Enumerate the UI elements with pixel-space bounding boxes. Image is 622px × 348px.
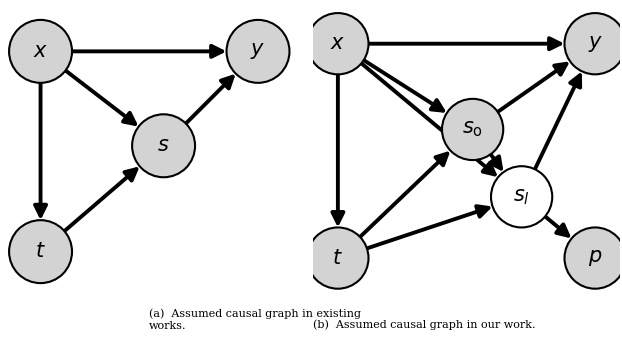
Circle shape bbox=[9, 220, 72, 283]
Text: $t$: $t$ bbox=[35, 242, 46, 261]
Circle shape bbox=[442, 99, 503, 160]
Text: $y$: $y$ bbox=[588, 34, 603, 54]
Circle shape bbox=[132, 114, 195, 177]
Circle shape bbox=[491, 166, 552, 228]
Circle shape bbox=[226, 20, 289, 83]
Circle shape bbox=[565, 228, 622, 289]
Text: $x$: $x$ bbox=[33, 42, 48, 61]
Text: $s$: $s$ bbox=[157, 136, 170, 155]
Circle shape bbox=[307, 13, 368, 74]
Text: $p$: $p$ bbox=[588, 248, 602, 268]
Text: $x$: $x$ bbox=[330, 34, 345, 53]
Text: $t$: $t$ bbox=[333, 248, 343, 268]
Text: $s_\mathrm{o}$: $s_\mathrm{o}$ bbox=[462, 120, 483, 139]
Circle shape bbox=[565, 13, 622, 74]
Text: $y$: $y$ bbox=[251, 41, 266, 61]
Text: (a)  Assumed causal graph in existing
works.: (a) Assumed causal graph in existing wor… bbox=[149, 309, 361, 331]
Circle shape bbox=[9, 20, 72, 83]
Circle shape bbox=[307, 228, 368, 289]
Text: $s_l$: $s_l$ bbox=[513, 187, 530, 207]
Text: (b)  Assumed causal graph in our work.: (b) Assumed causal graph in our work. bbox=[313, 319, 536, 330]
